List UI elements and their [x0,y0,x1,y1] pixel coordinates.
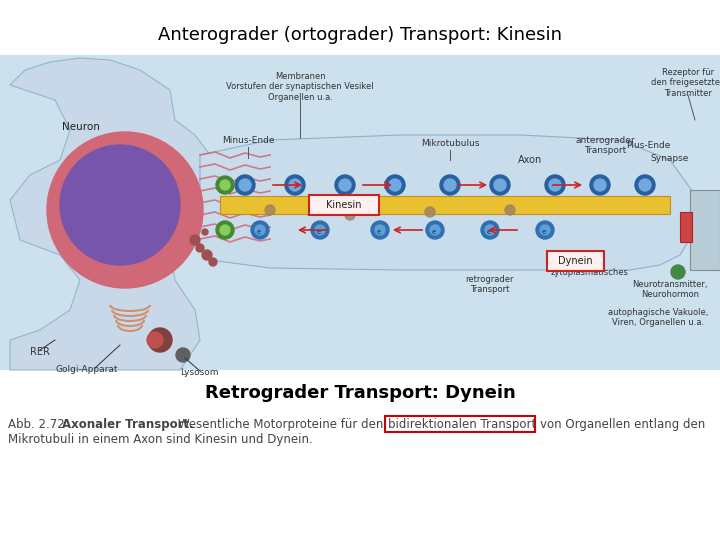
Circle shape [425,207,435,217]
Circle shape [315,225,325,235]
Text: e: e [487,229,491,235]
Text: Minus-Ende: Minus-Ende [222,136,274,145]
Circle shape [481,221,499,239]
Circle shape [265,205,275,215]
FancyBboxPatch shape [690,190,720,270]
Circle shape [251,221,269,239]
Circle shape [440,175,460,195]
Text: Wesentliche Motorproteine für den: Wesentliche Motorproteine für den [178,418,383,431]
Circle shape [47,132,203,288]
Text: Anterograder (ortograder) Transport: Kinesin: Anterograder (ortograder) Transport: Kin… [158,26,562,44]
Text: Synapse: Synapse [651,154,689,163]
Circle shape [371,221,389,239]
Circle shape [545,175,565,195]
Circle shape [540,225,550,235]
Circle shape [639,179,651,191]
FancyBboxPatch shape [547,251,604,271]
Text: Rezeptor für
den freigesetzten
Transmitter: Rezeptor für den freigesetzten Transmitt… [651,68,720,98]
Circle shape [385,175,405,195]
Text: Retrograder Transport: Dynein: Retrograder Transport: Dynein [204,384,516,402]
Circle shape [202,229,208,235]
Text: e: e [377,229,382,235]
Circle shape [505,205,515,215]
Circle shape [549,179,561,191]
Text: zytoplasmatisches: zytoplasmatisches [551,268,629,277]
FancyBboxPatch shape [220,196,670,214]
Circle shape [235,175,255,195]
Circle shape [285,175,305,195]
Text: Kinesin: Kinesin [326,200,361,210]
Circle shape [148,328,172,352]
Circle shape [494,179,506,191]
Circle shape [536,221,554,239]
Circle shape [426,221,444,239]
Text: e: e [257,229,261,235]
Circle shape [490,175,510,195]
Text: Neuron: Neuron [62,122,100,132]
Circle shape [255,225,265,235]
Polygon shape [198,135,700,270]
Text: Dynein: Dynein [558,256,593,266]
Text: Abb. 2.72: Abb. 2.72 [8,418,65,431]
Circle shape [216,221,234,239]
Circle shape [671,265,685,279]
Circle shape [220,180,230,190]
Circle shape [289,179,301,191]
Text: von Organellen entlang den: von Organellen entlang den [540,418,706,431]
Polygon shape [10,58,215,370]
Text: RER: RER [30,347,50,357]
Text: e: e [317,229,321,235]
Text: Axonaler Transport.: Axonaler Transport. [62,418,194,431]
Text: autophagische Vakuole,
Viren, Organellen u.a.: autophagische Vakuole, Viren, Organellen… [608,308,708,327]
Circle shape [60,145,180,265]
Circle shape [339,179,351,191]
Circle shape [485,225,495,235]
Text: retrograder
Transport: retrograder Transport [466,275,514,294]
Circle shape [176,348,190,362]
FancyBboxPatch shape [680,212,692,242]
Circle shape [209,258,217,266]
Circle shape [196,244,204,252]
Circle shape [147,332,163,348]
Circle shape [345,210,355,220]
Circle shape [311,221,329,239]
Circle shape [389,179,401,191]
Circle shape [590,175,610,195]
Circle shape [375,225,385,235]
Text: Membranen
Vorstufen der synaptischen Vesikel
Organellen u.a.: Membranen Vorstufen der synaptischen Ves… [226,72,374,102]
Text: Mikrotubulus: Mikrotubulus [420,139,480,148]
Circle shape [594,179,606,191]
Circle shape [430,225,440,235]
Circle shape [202,250,212,260]
Circle shape [220,225,230,235]
Circle shape [335,175,355,195]
Text: Axon: Axon [518,155,542,165]
Text: anterograder
Transport: anterograder Transport [575,136,635,155]
Circle shape [216,176,234,194]
Text: Plus-Ende: Plus-Ende [626,141,670,150]
FancyBboxPatch shape [0,55,720,370]
Circle shape [190,235,200,245]
Text: Mikrotubuli in einem Axon sind Kinesin und Dynein.: Mikrotubuli in einem Axon sind Kinesin u… [8,433,312,446]
Text: e: e [542,229,546,235]
Circle shape [444,179,456,191]
Text: Neurotransmitter,
Neurohormon: Neurotransmitter, Neurohormon [632,280,708,299]
Circle shape [635,175,655,195]
Text: Lysosom: Lysosom [180,368,218,377]
FancyBboxPatch shape [309,195,379,215]
Text: bidirektionalen Transport: bidirektionalen Transport [388,418,536,431]
Text: Golgi-Apparat: Golgi-Apparat [55,365,117,374]
Text: e: e [432,229,436,235]
Circle shape [239,179,251,191]
